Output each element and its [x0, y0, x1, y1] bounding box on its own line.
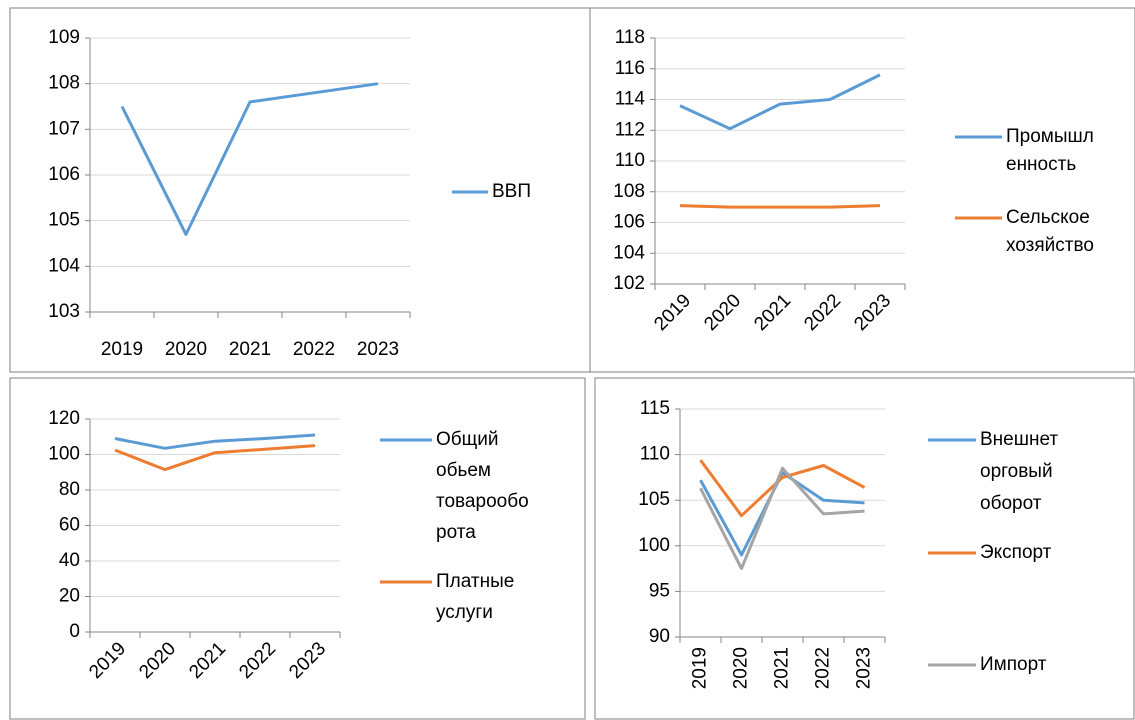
series-line [120, 82, 379, 236]
series-line [114, 433, 316, 450]
y-tick-label: 104 [48, 255, 80, 276]
series-line [114, 444, 316, 472]
x-tick-label: 2021 [229, 339, 271, 360]
y-tick-label: 110 [640, 444, 670, 465]
legend-label: Промышл енность [1006, 126, 1094, 175]
y-tick-label: 116 [615, 58, 645, 79]
panel-border [9, 377, 586, 720]
x-tick-label: 2022 [293, 339, 335, 360]
y-tick-label: 115 [640, 398, 670, 419]
x-tick-label: 2021 [750, 290, 795, 335]
y-tick-label: 100 [48, 444, 80, 465]
legend-label: ВВП [492, 181, 531, 202]
x-tick-label: 2020 [165, 339, 207, 360]
series-line [699, 466, 865, 571]
y-tick-label: 95 [649, 580, 670, 601]
y-tick-label: 107 [48, 118, 80, 139]
y-tick-label: 80 [59, 479, 80, 500]
x-tick-label: 2021 [185, 638, 230, 683]
y-tick-label: 105 [48, 210, 80, 231]
panel-border [589, 7, 1135, 373]
y-tick-label: 100 [638, 535, 670, 556]
legend-label: Общий обьем товарообо рота [436, 429, 529, 543]
y-tick-label: 40 [59, 550, 80, 571]
y-tick-label: 108 [613, 181, 645, 202]
x-tick-label: 2020 [731, 647, 752, 689]
y-tick-label: 102 [613, 273, 645, 294]
legend-label: Внешнет орговый оборот [980, 429, 1058, 514]
series-line [679, 73, 881, 131]
x-tick-label: 2022 [800, 290, 845, 335]
x-tick-label: 2019 [690, 647, 711, 689]
y-tick-label: 106 [48, 164, 80, 185]
legend-label: Импорт [980, 654, 1047, 675]
y-tick-label: 106 [613, 212, 645, 233]
x-tick-label: 2023 [854, 647, 875, 689]
x-tick-label: 2019 [101, 339, 143, 360]
legend-label: Экспорт [980, 542, 1052, 563]
legend-label: Платные услуги [436, 571, 514, 623]
y-tick-label: 104 [613, 242, 645, 263]
y-tick-label: 90 [649, 626, 670, 647]
y-tick-label: 0 [69, 621, 80, 642]
y-tick-label: 103 [48, 301, 80, 322]
y-tick-label: 20 [59, 586, 80, 607]
x-tick-label: 2020 [700, 290, 745, 335]
x-tick-label: 2019 [85, 638, 130, 683]
y-tick-label: 118 [615, 27, 645, 48]
panel-border [594, 377, 1135, 720]
x-tick-label: 2022 [813, 647, 834, 689]
x-tick-label: 2023 [850, 290, 895, 335]
y-tick-label: 109 [48, 27, 80, 48]
y-tick-label: 110 [615, 150, 645, 171]
y-tick-label: 60 [59, 515, 80, 536]
y-tick-label: 108 [48, 73, 80, 94]
x-tick-label: 2020 [135, 638, 180, 683]
series-line [679, 204, 881, 209]
y-tick-label: 120 [48, 408, 80, 429]
x-tick-label: 2019 [650, 290, 695, 335]
y-tick-label: 114 [615, 89, 646, 110]
series-line [699, 459, 866, 518]
y-tick-label: 112 [615, 119, 645, 140]
x-tick-label: 2023 [285, 638, 330, 683]
x-tick-label: 2022 [235, 638, 280, 683]
series-line [699, 471, 865, 557]
legend-label: Сельское хозяйство [1006, 207, 1094, 256]
y-tick-label: 105 [638, 489, 670, 510]
x-tick-label: 2023 [357, 339, 399, 360]
x-tick-label: 2021 [772, 647, 793, 689]
